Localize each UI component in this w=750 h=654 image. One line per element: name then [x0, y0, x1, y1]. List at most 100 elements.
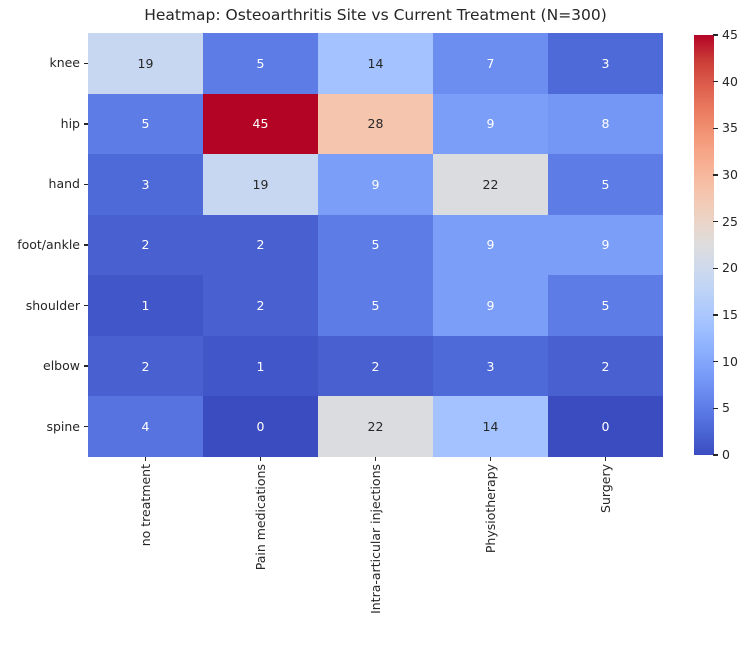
x-tick-label: Pain medications — [251, 464, 271, 570]
colorbar-tick-mark — [713, 407, 718, 410]
heatmap-cell: 45 — [203, 93, 318, 155]
cell-value: 9 — [486, 298, 495, 314]
heatmap-cell: 19 — [203, 154, 318, 215]
cell-value: 22 — [482, 176, 499, 192]
heatmap-cell: 5 — [548, 154, 663, 215]
heatmap-cell: 5 — [318, 275, 433, 336]
colorbar-tick-label: 10 — [722, 353, 738, 369]
cell-value: 14 — [482, 419, 499, 435]
cell-value: 3 — [601, 55, 610, 71]
cell-value: 7 — [486, 55, 495, 71]
y-tick-mark — [84, 62, 88, 64]
y-tick-mark — [84, 365, 88, 367]
heatmap-cell: 5 — [203, 33, 318, 94]
heatmap-cell: 2 — [548, 335, 663, 397]
heatmap-cell: 2 — [203, 275, 318, 336]
colorbar-tick-label: 40 — [722, 73, 738, 89]
colorbar-tick-mark — [713, 174, 718, 176]
y-tick-label: hand — [48, 176, 80, 192]
heatmap-cell: 2 — [88, 335, 203, 397]
cell-value: 9 — [486, 237, 495, 253]
cell-value: 5 — [371, 237, 380, 253]
heatmap-cell: 9 — [433, 214, 548, 276]
y-tick-label: hip — [60, 115, 80, 131]
colorbar-tick-mark — [713, 34, 718, 36]
heatmap-cell: 8 — [548, 93, 663, 155]
cell-value: 1 — [141, 298, 150, 314]
colorbar-tick-label: 25 — [722, 213, 738, 229]
heatmap-cell: 22 — [433, 154, 548, 215]
colorbar-tick-label: 20 — [722, 260, 738, 276]
cell-value: 5 — [141, 116, 150, 132]
colorbar-tick-mark — [713, 267, 718, 270]
heatmap-cell: 9 — [318, 154, 433, 215]
cell-value: 5 — [601, 298, 610, 314]
colorbar-tick-label: 30 — [722, 167, 738, 182]
colorbar-tick-mark — [713, 127, 718, 130]
x-tick-label-text: Surgery — [598, 464, 613, 513]
cell-value: 1 — [256, 358, 265, 374]
heatmap-cell: 14 — [318, 33, 433, 94]
heatmap-cell: 3 — [548, 33, 663, 94]
cell-value: 5 — [371, 298, 380, 314]
x-tick-mark — [374, 457, 377, 461]
cell-value: 3 — [486, 358, 495, 374]
heatmap-cell: 2 — [88, 214, 203, 276]
cell-value: 2 — [141, 237, 150, 253]
cell-value: 8 — [601, 116, 610, 132]
colorbar-tick-mark — [713, 80, 718, 83]
colorbar-tick-mark — [713, 314, 718, 316]
heatmap-cell: 2 — [318, 335, 433, 397]
heatmap-cell: 14 — [433, 396, 548, 457]
heatmap-cell: 0 — [203, 396, 318, 457]
y-tick-label: spine — [46, 418, 80, 434]
heatmap-cell: 2 — [203, 214, 318, 276]
colorbar-tick-label: 35 — [722, 120, 738, 136]
cell-value: 2 — [601, 358, 610, 374]
heatmap-cell: 5 — [88, 93, 203, 155]
colorbar-tick-mark — [713, 220, 718, 223]
heatmap-cell: 3 — [433, 335, 548, 397]
cell-value: 2 — [256, 298, 265, 314]
y-tick-mark — [84, 304, 88, 307]
colorbar-tick-label: 0 — [722, 447, 730, 462]
heatmap-cell: 7 — [433, 33, 548, 94]
heatmap-cell: 1 — [203, 335, 318, 397]
heatmap-cell: 0 — [548, 396, 663, 457]
cell-value: 5 — [601, 176, 610, 192]
colorbar-tick-mark — [713, 454, 718, 456]
chart-title: Heatmap: Osteoarthritis Site vs Current … — [144, 6, 607, 24]
y-tick-label: foot/ankle — [17, 237, 80, 252]
x-tick-label-text: Pain medications — [253, 464, 268, 571]
heatmap-cell: 3 — [88, 154, 203, 215]
cell-value: 3 — [141, 176, 150, 192]
cell-value: 19 — [252, 176, 269, 192]
heatmap-cell: 9 — [433, 275, 548, 336]
x-tick-mark — [144, 457, 147, 461]
cell-value: 45 — [252, 116, 269, 132]
y-tick-label: elbow — [43, 358, 80, 374]
y-tick-label: shoulder — [25, 297, 80, 313]
colorbar — [694, 35, 714, 455]
x-tick-label-text: no treatment — [138, 464, 153, 547]
heatmap-cell: 9 — [433, 93, 548, 155]
x-tick-label: Intra-articular injections — [366, 464, 386, 614]
cell-value: 2 — [141, 358, 150, 374]
heatmap-cell: 9 — [548, 214, 663, 276]
y-tick-mark — [84, 426, 88, 428]
heatmap-cell: 1 — [88, 275, 203, 336]
cell-value: 9 — [486, 116, 495, 132]
heatmap-cell: 4 — [88, 396, 203, 457]
y-tick-label: knee — [49, 55, 80, 71]
cell-value: 4 — [141, 419, 150, 435]
y-tick-mark — [84, 183, 88, 186]
x-tick-mark — [604, 457, 607, 461]
x-tick-mark — [259, 457, 262, 461]
cell-value: 2 — [256, 237, 265, 253]
colorbar-tick-label: 45 — [722, 27, 738, 42]
x-tick-label: Physiotherapy — [481, 464, 501, 553]
colorbar-tick-label: 15 — [722, 307, 738, 322]
x-tick-label-text: Intra-articular injections — [368, 464, 383, 614]
cell-value: 9 — [601, 237, 610, 253]
